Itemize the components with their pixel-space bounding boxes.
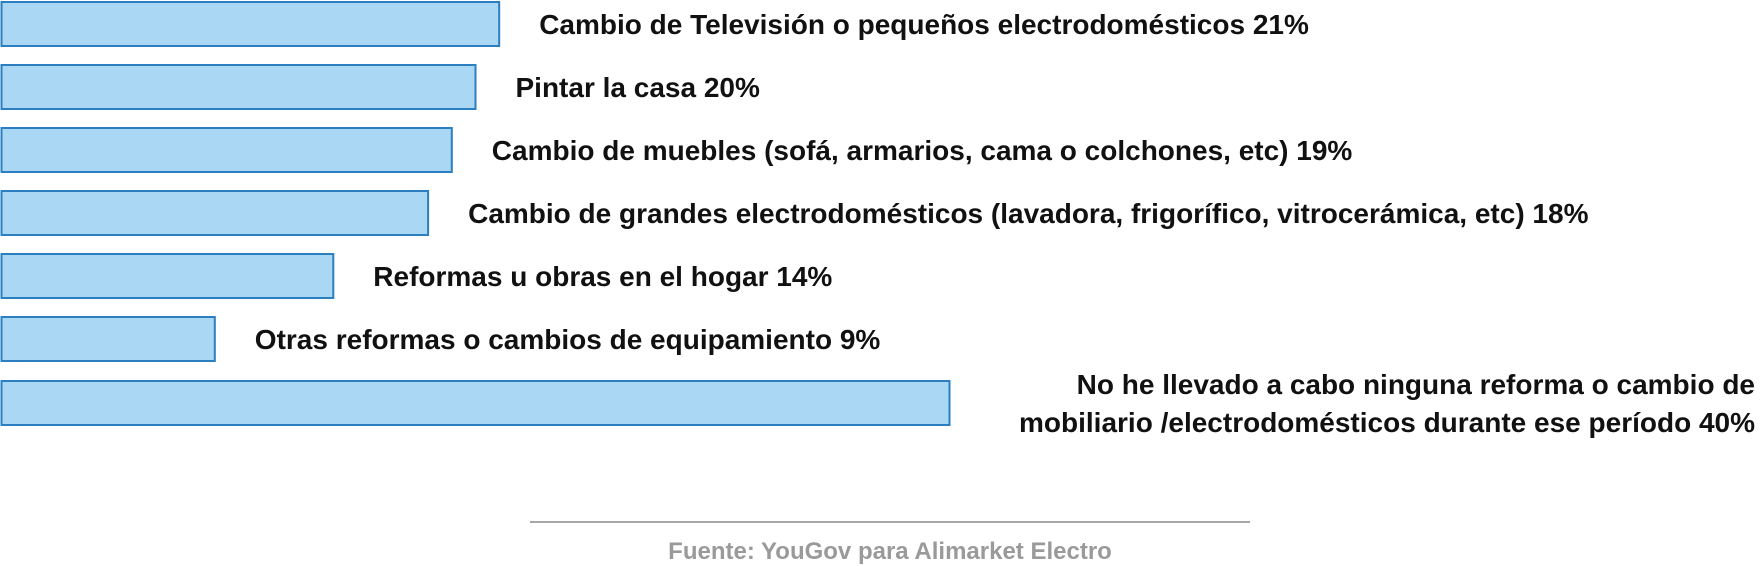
bar-4 <box>0 190 430 236</box>
bar-label-1: Cambio de Televisión o pequeños electrod… <box>539 9 1309 40</box>
bar-7 <box>0 380 951 426</box>
bar-5 <box>0 253 335 299</box>
bar-label-line-7-2: mobiliario /electrodomésticos durante es… <box>1019 407 1755 438</box>
bar-label-line-7-1: No he llevado a cabo ninguna reforma o c… <box>1077 369 1755 400</box>
bar-6 <box>0 316 216 362</box>
bar-1 <box>0 1 501 47</box>
bar-label-4: Cambio de grandes electrodomésticos (lav… <box>468 198 1588 229</box>
bar-label-6: Otras reformas o cambios de equipamiento… <box>255 324 881 355</box>
bar-label-2: Pintar la casa 20% <box>516 72 760 103</box>
bar-2 <box>0 64 477 110</box>
bar-labels-group: Cambio de Televisión o pequeños electrod… <box>255 9 1755 438</box>
source-note: Fuente: YouGov para Alimarket Electro <box>668 538 1112 565</box>
bar-3 <box>0 127 453 173</box>
bar-label-7: No he llevado a cabo ninguna reforma o c… <box>1019 369 1755 438</box>
bar-label-3: Cambio de muebles (sofá, armarios, cama … <box>492 135 1353 166</box>
bars-group <box>0 1 951 426</box>
bar-label-5: Reformas u obras en el hogar 14% <box>373 261 832 292</box>
